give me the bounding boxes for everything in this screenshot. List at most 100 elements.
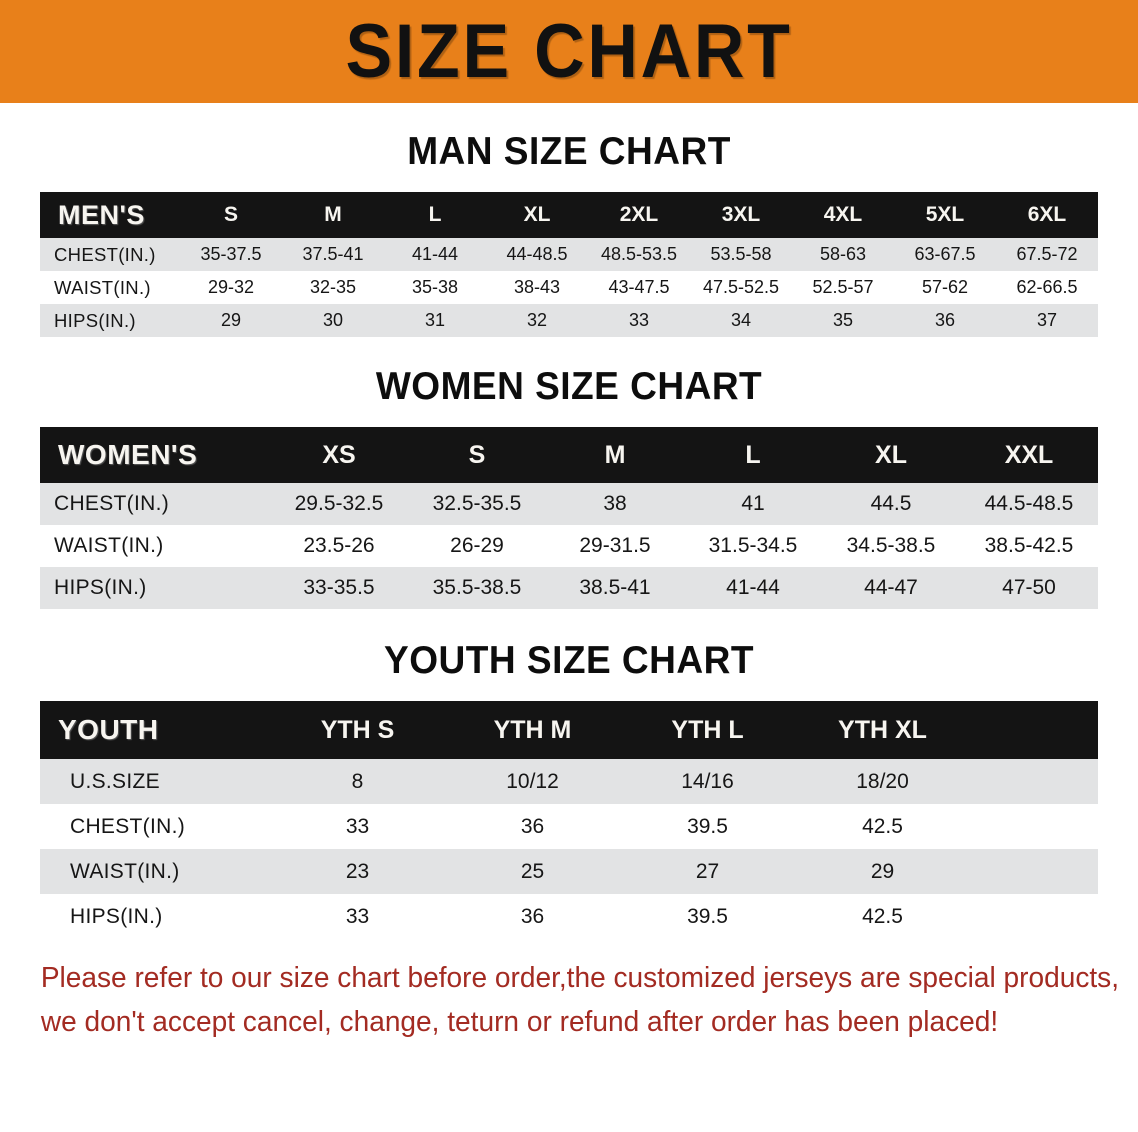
man-size-header-s: S [180, 192, 282, 238]
man-cell: 48.5-53.5 [588, 238, 690, 271]
man-size-header-5xl: 5XL [894, 192, 996, 238]
youth-cell: 23 [270, 849, 445, 894]
table-row: CHEST(IN.) 29.5-32.5 32.5-35.5 38 41 44.5 44.5… [40, 483, 1098, 525]
man-size-header-4xl: 4XL [792, 192, 894, 238]
women-size-header-xl: XL [822, 427, 960, 483]
man-cell: 35-38 [384, 271, 486, 304]
table-row: U.S.SIZE 8 10/12 14/16 18/20 [40, 759, 1098, 804]
youth-cell: 36 [445, 804, 620, 849]
man-cell: 36 [894, 304, 996, 337]
man-table-body: CHEST(IN.) 35-37.5 37.5-41 41-44 44-48.5 48.5… [40, 238, 1098, 337]
women-cell: 26-29 [408, 525, 546, 567]
man-size-table: MEN'S S M L XL 2XL 3XL 4XL 5XL 6XL CHEST(IN.) 35-… [40, 192, 1098, 337]
youth-cell: 39.5 [620, 804, 795, 849]
youth-row-label: HIPS(IN.) [40, 894, 270, 939]
women-size-header-s: S [408, 427, 546, 483]
women-row-label: CHEST(IN.) [40, 483, 270, 525]
table-row: WAIST(IN.) 29-32 32-35 35-38 38-43 43-47.5 47.… [40, 271, 1098, 304]
man-size-header-6xl: 6XL [996, 192, 1098, 238]
women-cell: 34.5-38.5 [822, 525, 960, 567]
youth-header-corner: YOUTH [40, 701, 270, 759]
women-cell: 35.5-38.5 [408, 567, 546, 609]
youth-cell: 18/20 [795, 759, 970, 804]
table-row: HIPS(IN.) 33 36 39.5 42.5 [40, 894, 1098, 939]
women-table-body: CHEST(IN.) 29.5-32.5 32.5-35.5 38 41 44.5 44.5… [40, 483, 1098, 609]
women-size-table: WOMEN'S XS S M L XL XXL CHEST(IN.) 29.5-32.5 32… [40, 427, 1098, 609]
man-cell: 41-44 [384, 238, 486, 271]
youth-cell: 33 [270, 804, 445, 849]
women-cell: 44-47 [822, 567, 960, 609]
women-size-header-xs: XS [270, 427, 408, 483]
youth-cell: 36 [445, 894, 620, 939]
women-section-title: WOMEN SIZE CHART [375, 365, 763, 408]
youth-table-header: YOUTH YTH S YTH M YTH L YTH XL [40, 701, 1098, 759]
women-table-header: WOMEN'S XS S M L XL XXL [40, 427, 1098, 483]
man-cell: 29 [180, 304, 282, 337]
youth-size-header-yth-xl: YTH XL [795, 701, 970, 759]
man-cell: 32-35 [282, 271, 384, 304]
youth-cell: 14/16 [620, 759, 795, 804]
youth-cell: 8 [270, 759, 445, 804]
women-cell: 41-44 [684, 567, 822, 609]
table-header-row: WOMEN'S XS S M L XL XXL [40, 427, 1098, 483]
women-row-label: HIPS(IN.) [40, 567, 270, 609]
youth-cell: 29 [795, 849, 970, 894]
man-row-label: WAIST(IN.) [40, 271, 180, 304]
man-cell: 29-32 [180, 271, 282, 304]
youth-section-title: YOUTH SIZE CHART [384, 639, 754, 682]
disclaimer-line-2: we don't accept cancel, change, teturn o… [40, 1005, 999, 1038]
women-cell: 32.5-35.5 [408, 483, 546, 525]
women-cell: 47-50 [960, 567, 1098, 609]
man-cell: 57-62 [894, 271, 996, 304]
women-cell: 29-31.5 [546, 525, 684, 567]
man-size-header-3xl: 3XL [690, 192, 792, 238]
youth-size-table: YOUTH YTH S YTH M YTH L YTH XL U.S.SIZE 8 10/… [40, 701, 1098, 939]
women-cell: 33-35.5 [270, 567, 408, 609]
women-cell: 38.5-41 [546, 567, 684, 609]
youth-cell: 10/12 [445, 759, 620, 804]
women-cell: 44.5-48.5 [960, 483, 1098, 525]
man-cell: 52.5-57 [792, 271, 894, 304]
table-header-row: YOUTH YTH S YTH M YTH L YTH XL [40, 701, 1098, 759]
youth-row-label: WAIST(IN.) [40, 849, 270, 894]
youth-cell: 42.5 [795, 894, 970, 939]
youth-cell: 25 [445, 849, 620, 894]
man-row-label: CHEST(IN.) [40, 238, 180, 271]
women-size-header-m: M [546, 427, 684, 483]
youth-row-label: CHEST(IN.) [40, 804, 270, 849]
youth-cell-filler [970, 849, 1098, 894]
youth-cell-filler [970, 804, 1098, 849]
women-cell: 38 [546, 483, 684, 525]
women-cell: 31.5-34.5 [684, 525, 822, 567]
youth-size-header-yth-l: YTH L [620, 701, 795, 759]
youth-cell-filler [970, 759, 1098, 804]
table-row: HIPS(IN.) 33-35.5 35.5-38.5 38.5-41 41-44 44-… [40, 567, 1098, 609]
women-cell: 29.5-32.5 [270, 483, 408, 525]
table-row: WAIST(IN.) 23 25 27 29 [40, 849, 1098, 894]
youth-size-header-yth-s: YTH S [270, 701, 445, 759]
man-cell: 33 [588, 304, 690, 337]
table-row: CHEST(IN.) 33 36 39.5 42.5 [40, 804, 1098, 849]
youth-cell: 42.5 [795, 804, 970, 849]
man-cell: 47.5-52.5 [690, 271, 792, 304]
youth-cell: 39.5 [620, 894, 795, 939]
man-cell: 34 [690, 304, 792, 337]
man-cell: 53.5-58 [690, 238, 792, 271]
man-cell: 67.5-72 [996, 238, 1098, 271]
women-cell: 44.5 [822, 483, 960, 525]
man-table-header: MEN'S S M L XL 2XL 3XL 4XL 5XL 6XL [40, 192, 1098, 238]
man-size-header-l: L [384, 192, 486, 238]
man-cell: 63-67.5 [894, 238, 996, 271]
man-size-header-xl: XL [486, 192, 588, 238]
page-title: SIZE CHART [345, 8, 793, 94]
youth-cell-filler [970, 894, 1098, 939]
youth-row-label: U.S.SIZE [40, 759, 270, 804]
page-banner: SIZE CHART [0, 0, 1138, 103]
man-size-header-m: M [282, 192, 384, 238]
man-cell: 37.5-41 [282, 238, 384, 271]
man-cell: 38-43 [486, 271, 588, 304]
disclaimer-text: Please refer to our size chart before or… [29, 957, 1119, 1045]
table-header-row: MEN'S S M L XL 2XL 3XL 4XL 5XL 6XL [40, 192, 1098, 238]
man-row-label: HIPS(IN.) [40, 304, 180, 337]
man-section-title: MAN SIZE CHART [407, 130, 731, 173]
